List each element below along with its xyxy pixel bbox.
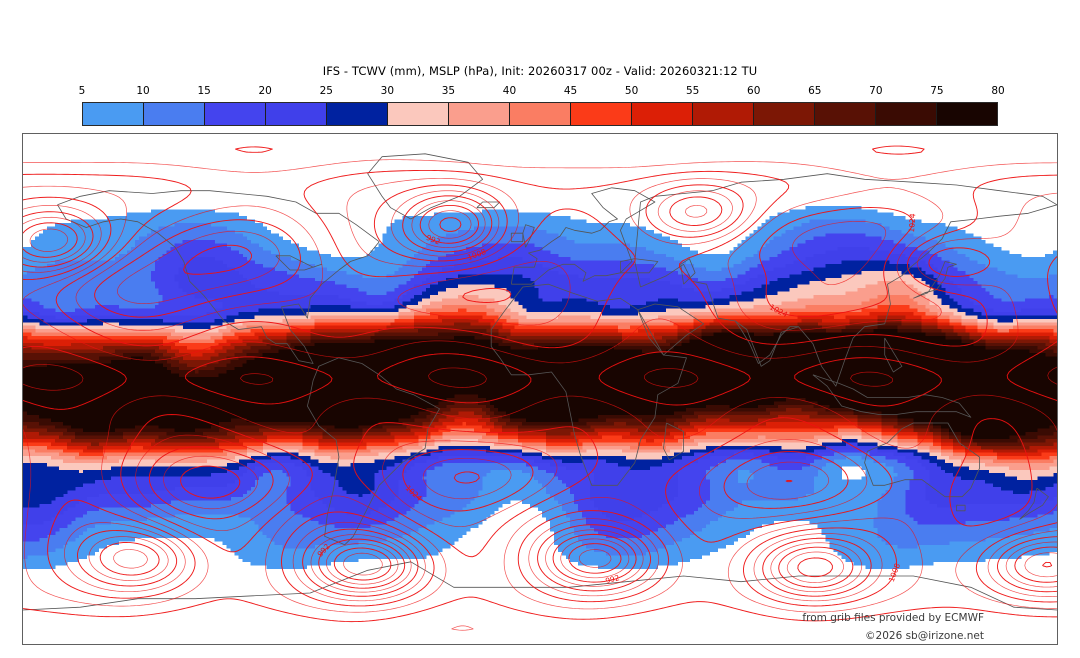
colorbar-tick-15: 15 <box>197 85 211 97</box>
colorbar-tick-10: 10 <box>136 85 150 97</box>
mslp-isobar-984 <box>333 217 1053 581</box>
colorbar-band-9 <box>632 103 693 125</box>
coastline-segment-2 <box>307 357 440 546</box>
copyright-attribution: ©2026 sb@irizone.net <box>865 630 984 642</box>
colorbar-tick-80: 80 <box>991 85 1005 97</box>
colorbar-band-6 <box>449 103 510 125</box>
colorbar-gradient <box>82 102 998 126</box>
coastline-segment-9 <box>1019 487 1049 520</box>
data-source-attribution: from grib files provided by ECMWF <box>802 612 984 624</box>
mslp-label-992: 992 <box>604 573 620 585</box>
coastline-segment-0 <box>57 190 380 364</box>
colorbar-tick-60: 60 <box>747 85 761 97</box>
coastline-segment-17 <box>510 232 524 243</box>
coastline-segment-7 <box>864 422 980 498</box>
mslp-isobar-996 <box>23 200 1057 593</box>
mslp-isobar-980 <box>343 549 612 576</box>
colorbar-band-13 <box>876 103 937 125</box>
colorbar-tick-65: 65 <box>808 85 822 97</box>
tcwv-band-20 <box>23 246 1057 525</box>
mslp-contour-layer <box>23 145 1057 631</box>
mslp-isobar-1024 <box>94 145 925 520</box>
colorbar-band-11 <box>754 103 815 125</box>
colorbar-band-3 <box>266 103 327 125</box>
colorbar-tick-25: 25 <box>319 85 333 97</box>
coastline-segment-12 <box>812 374 972 418</box>
colorbar-tick-55: 55 <box>685 85 700 97</box>
colorbar-band-10 <box>693 103 754 125</box>
tcwv-band-30 <box>23 270 1057 481</box>
mslp-isobar-1016 <box>23 169 1057 623</box>
coastline-segment-4 <box>510 187 656 285</box>
coastline-segment-13 <box>884 337 903 373</box>
coastline-segment-11 <box>663 422 684 461</box>
chart-title: IFS - TCWV (mm), MSLP (hPa), Init: 20260… <box>322 64 758 78</box>
tcwv-band-65 <box>23 322 1057 446</box>
colorbar: 5 10 15 20 25 30 35 40 45 50 55 60 65 70 75 80 <box>79 85 1005 126</box>
colorbar-band-12 <box>815 103 876 125</box>
colorbar-tick-labels: 5 10 15 20 25 30 35 40 45 50 55 60 65 70 75 80 <box>78 84 1005 100</box>
coastline-segment-14 <box>23 561 1057 611</box>
tcwv-band-25 <box>23 260 1057 508</box>
tcwv-band-10 <box>23 219 1057 559</box>
colorbar-tick-70: 70 <box>869 85 883 97</box>
colorbar-band-1 <box>144 103 205 125</box>
colorbar-tick-30: 30 <box>380 85 395 97</box>
colorbar-tick-40: 40 <box>502 85 517 97</box>
coastline-segment-8 <box>956 504 966 512</box>
mslp-isobar-1008 <box>23 184 1057 607</box>
colorbar-band-7 <box>510 103 571 125</box>
colorbar-band-0 <box>83 103 144 125</box>
tcwv-band-55 <box>23 315 1057 453</box>
mslp-isobar-1000 <box>23 195 1057 597</box>
coastline-segment-18 <box>620 258 659 274</box>
map-panel: 992 992 992 1008 1008 1024 1024 1024 <box>22 133 1058 645</box>
colorbar-tick-50: 50 <box>624 85 639 97</box>
tcwv-band-5 <box>23 205 1057 570</box>
colorbar-band-8 <box>571 103 632 125</box>
tcwv-band-50 <box>23 311 1057 457</box>
colorbar-tick-20: 20 <box>258 85 272 97</box>
coastline-segment-21 <box>637 303 705 356</box>
colorbar-band-14 <box>937 103 997 125</box>
colorbar-tick-35: 35 <box>441 85 456 97</box>
colorbar-tick-5: 5 <box>78 85 86 97</box>
coastline-segment-10 <box>913 261 957 299</box>
coastline-segment-6 <box>734 320 799 364</box>
colorbar-band-2 <box>205 103 266 125</box>
coastline-layer <box>23 153 1057 611</box>
colorbar-band-5 <box>388 103 449 125</box>
mslp-isobar-1028 <box>116 220 887 510</box>
coastline-segment-3 <box>490 283 687 486</box>
mslp-isobar-1020 <box>23 159 1057 631</box>
coastline-segment-15 <box>275 255 323 271</box>
tcwv-band-35 <box>23 281 1057 470</box>
colorbar-tick-45: 45 <box>563 85 578 97</box>
mslp-isobar-1012 <box>23 177 1057 613</box>
tcwv-band-60 <box>23 318 1057 450</box>
mslp-label-1024: 1024 <box>907 213 917 233</box>
mslp-isobar-1032 <box>180 244 793 499</box>
coastline-segment-16 <box>522 224 535 248</box>
mslp-isobar-1004 <box>23 190 1057 602</box>
coastline-segment-5 <box>634 173 1057 387</box>
mslp-isobar-988 <box>29 210 1057 585</box>
tcwv-band-70 <box>23 325 1057 443</box>
coastline-segment-20 <box>476 201 501 209</box>
colorbar-band-4 <box>327 103 388 125</box>
mslp-isobar-992 <box>23 204 1057 589</box>
coastline-segment-1 <box>367 153 483 220</box>
colorbar-tick-75: 75 <box>930 85 944 97</box>
tcwv-band-75 <box>23 329 1057 439</box>
